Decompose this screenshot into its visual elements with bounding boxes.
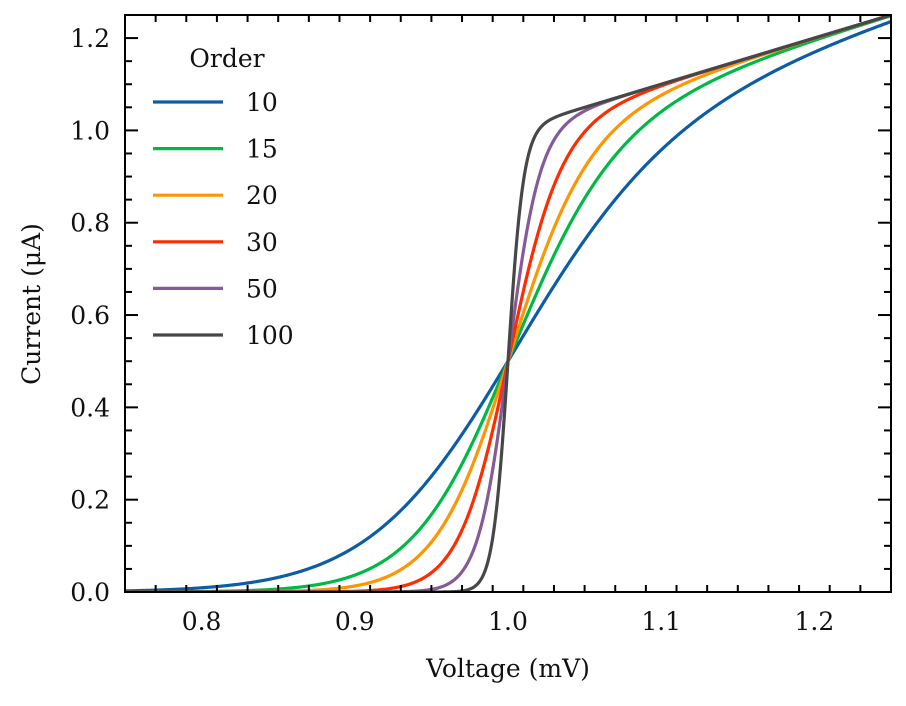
x-tick-label: 1.0 [488,607,528,636]
y-tick-label: 0.2 [70,486,110,515]
legend-label: 10 [246,88,278,117]
y-tick-label: 1.0 [70,116,110,145]
x-tick-label: 0.9 [335,607,375,636]
y-tick-label: 0.4 [70,393,110,422]
x-tick-label: 1.1 [641,607,681,636]
legend-item-50: 50 [153,274,278,303]
x-axis-label: Voltage (mV) [425,654,590,683]
legend-label: 50 [246,274,278,303]
y-axis-label: Current (μA) [17,223,46,385]
legend-label: 30 [246,228,278,257]
series-line-20 [125,15,891,592]
y-tick-label: 0.6 [70,301,110,330]
legend: Order 10 15 20 30 50 100 [153,44,294,350]
y-tick-label: 1.2 [70,24,110,53]
legend-label: 100 [246,321,294,350]
series-layer [125,15,891,592]
legend-item-100: 100 [153,321,294,350]
legend-item-20: 20 [153,181,278,210]
series-line-50 [125,15,891,592]
x-tick-labels: 0.8 0.9 1.0 1.1 1.2 [182,607,835,636]
x-tick-label: 1.2 [795,607,835,636]
legend-label: 20 [246,181,278,210]
y-tick-labels: 0.0 0.2 0.4 0.6 0.8 1.0 1.2 [70,24,110,607]
series-line-10 [125,20,891,592]
legend-title: Order [189,44,264,73]
x-tick-label: 0.8 [182,607,222,636]
y-tick-label: 0.0 [70,578,110,607]
y-tick-label: 0.8 [70,209,110,238]
legend-item-15: 15 [153,135,278,164]
ticks-layer [125,15,891,592]
legend-item-10: 10 [153,88,278,117]
legend-label: 15 [246,135,278,164]
series-line-15 [125,15,891,592]
series-line-100 [125,15,891,592]
plot-frame [124,14,892,593]
series-line-30 [125,15,891,592]
legend-item-30: 30 [153,228,278,257]
